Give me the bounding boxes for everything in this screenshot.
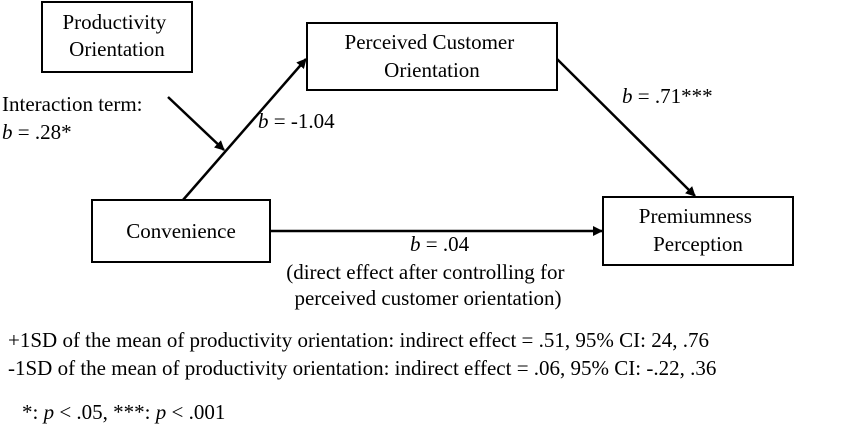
node-label: Perceived Customer Orientation — [345, 30, 520, 82]
segment: p — [42, 400, 55, 424]
interaction-label: b = .28* — [2, 120, 72, 144]
note: +1SD of the mean of productivity orienta… — [8, 328, 709, 352]
segment: *: — [22, 400, 44, 424]
segment: p — [154, 400, 167, 424]
node-box — [602, 196, 794, 266]
node-label-line: Perceived Customer — [345, 30, 515, 54]
edge-label: b = .71*** — [622, 84, 713, 108]
node-label: Productivity Orientation — [62, 10, 171, 61]
node-label-line: Orientation — [69, 37, 165, 61]
note: -1SD of the mean of productivity orienta… — [8, 356, 716, 380]
arrow — [167, 96, 225, 151]
edge-label: b = .04 — [410, 232, 470, 256]
segment: = -1.04 — [269, 109, 336, 133]
segment: b — [410, 232, 421, 256]
interaction-title: Interaction term: — [2, 92, 143, 116]
segment: = .28* — [13, 120, 72, 144]
segment: < .05, ***: — [54, 400, 156, 424]
arrow — [556, 58, 696, 197]
segment: b — [258, 109, 269, 133]
edge-label: b = -1.04 — [258, 109, 335, 133]
segment: = .04 — [421, 232, 470, 256]
footnote: *: p < .05, ***: p < .001 — [22, 400, 225, 424]
node-box — [306, 22, 558, 91]
edge-note-line: perceived customer orientation) — [294, 286, 561, 310]
segment: = .71*** — [633, 84, 713, 108]
arrow — [182, 58, 307, 201]
node-label-line: Perception — [653, 232, 743, 256]
node-label: Convenience — [126, 219, 236, 243]
node-label-line: Convenience — [126, 219, 236, 243]
node-label: Premiumness Perception — [639, 204, 757, 256]
segment: b — [2, 120, 13, 144]
segment: < .001 — [166, 400, 225, 424]
node-box — [41, 1, 193, 73]
segment: b — [622, 84, 633, 108]
node-label-line: Orientation — [384, 58, 480, 82]
node-label-line: Premiumness — [639, 204, 752, 228]
edge-note: (direct effect after controlling for per… — [286, 260, 570, 310]
node-label-line: Productivity — [62, 10, 166, 34]
node-box — [91, 199, 271, 263]
edge-note-line: (direct effect after controlling for — [286, 260, 564, 284]
